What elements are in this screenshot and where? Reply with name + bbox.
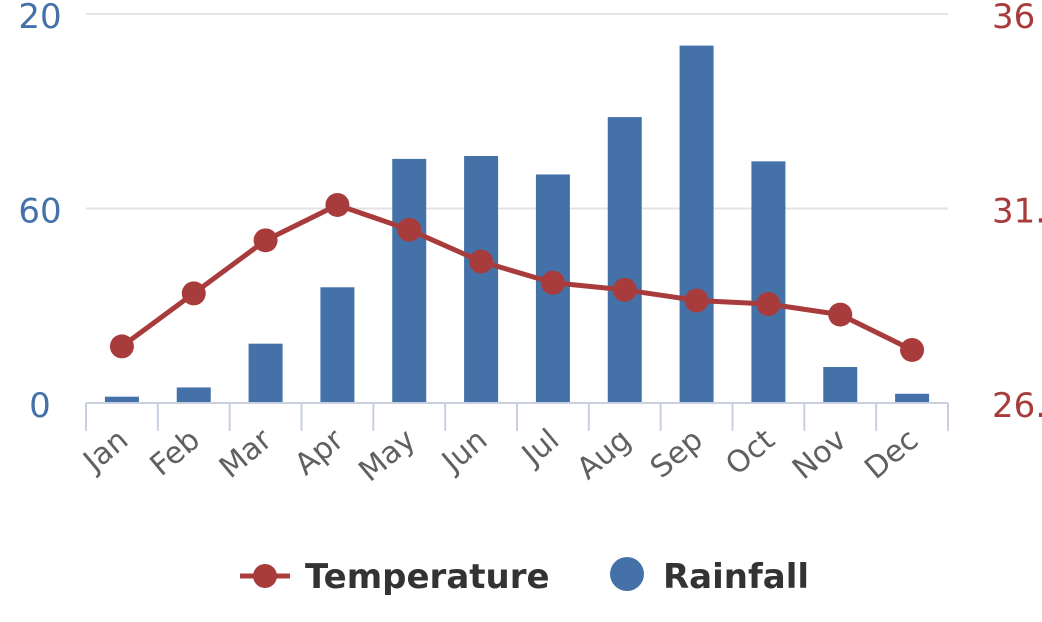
rainfall-bar-may[interactable] [392,158,427,403]
x-axis-label-sep: Sep [644,422,710,485]
x-axis-label-jan: Jan [76,422,135,480]
legend-item-rainfall[interactable]: Rainfall [610,557,809,597]
x-axis-label-jul: Jul [514,422,566,473]
x-axis-label-jun: Jun [434,422,494,480]
x-axis-label-oct: Oct [719,422,781,482]
temperature-point-nov[interactable] [828,302,853,327]
x-axis-labels: Jan Feb Mar Apr May Jun Jul Aug Sep Oct Nov Dec [76,422,926,489]
rainfall-bar-oct[interactable] [751,161,786,403]
gridlines [86,13,948,210]
temperature-point-jun[interactable] [469,249,494,274]
x-axis-label-dec: Dec [858,422,925,486]
temperature-point-jul[interactable] [540,270,565,295]
legend-item-temperature[interactable]: Temperature [240,557,550,597]
rainfall-bar-jun[interactable] [464,155,499,403]
legend-label-rainfall: Rainfall [663,557,809,597]
x-axis-label-aug: Aug [571,422,638,486]
x-axis [85,402,949,431]
temperature-point-apr[interactable] [325,192,350,217]
rainfall-bar-apr[interactable] [320,287,355,403]
temperature-point-sep[interactable] [684,288,709,313]
left-axis-tick-label: 60 [18,192,61,232]
temperature-point-mar[interactable] [253,228,278,253]
rainfall-bar-mar[interactable] [248,343,283,403]
right-axis-tick-label: 31. [992,192,1042,232]
right-axis-tick-label: 36 [992,0,1035,37]
rainfall-bars [104,45,930,404]
right-axis-ticks: 26. 31. 36 [992,0,1042,426]
rainfall-bar-feb[interactable] [176,387,211,403]
left-axis-ticks: 0 60 20 [18,0,61,426]
temperature-point-oct[interactable] [756,291,781,316]
rainfall-bar-nov[interactable] [823,367,858,403]
temperature-point-may[interactable] [397,217,422,242]
temperature-point-dec[interactable] [900,337,925,362]
x-axis-label-may: May [352,422,422,489]
x-axis-label-mar: Mar [213,422,279,486]
temperature-point-jan[interactable] [109,334,134,359]
legend: Temperature Rainfall [240,557,809,597]
left-axis-tick-label: 20 [18,0,61,37]
x-axis-label-feb: Feb [144,422,207,483]
temperature-point-aug[interactable] [612,277,637,302]
temperature-point-feb[interactable] [181,281,206,306]
temperature-line-path [120,202,914,353]
right-axis-tick-label: 26. [992,386,1042,426]
temperature-line [109,192,925,362]
x-axis-label-nov: Nov [786,422,853,486]
x-axis-label-apr: Apr [288,422,351,483]
left-axis-tick-label: 0 [29,386,51,426]
rainfall-bar-jan[interactable] [104,396,139,403]
legend-label-temperature: Temperature [305,557,550,597]
legend-temperature-dot-marker [253,564,277,588]
rainfall-bar-sep[interactable] [679,45,714,403]
rainfall-bar-dec[interactable] [895,393,930,403]
rainfall-bar-aug[interactable] [607,117,642,404]
legend-rainfall-marker [610,557,644,591]
